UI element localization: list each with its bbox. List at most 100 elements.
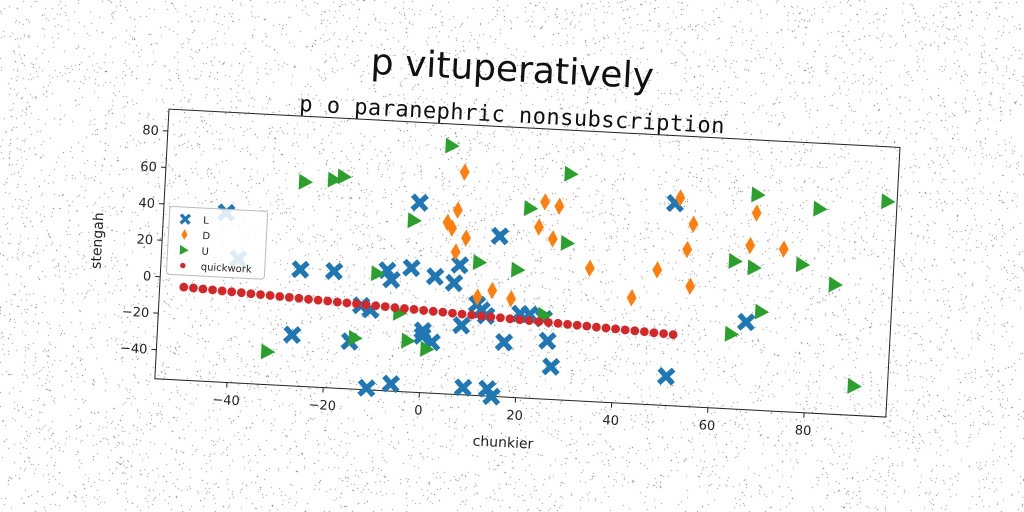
data-point	[881, 193, 896, 210]
data-point	[323, 296, 333, 306]
data-point	[402, 258, 421, 278]
data-point	[227, 287, 237, 297]
legend-label: U	[201, 247, 209, 258]
data-point	[348, 329, 363, 346]
data-point	[560, 234, 576, 251]
data-point	[487, 281, 498, 300]
data-point	[275, 292, 285, 301]
data-point	[564, 165, 579, 182]
data-point	[554, 197, 565, 216]
x-axis-label: chunkier	[472, 433, 534, 452]
data-point	[736, 312, 756, 332]
data-point	[217, 286, 227, 296]
axis-ticks: −40 −20 0 20 40 60 80 −40 −20 0 20 40 60 80	[120, 123, 812, 439]
data-point	[390, 303, 400, 313]
data-point	[494, 332, 514, 352]
data-point	[541, 357, 561, 376]
data-point	[496, 313, 505, 323]
data-point	[380, 302, 390, 312]
y-tick-label: −20	[121, 305, 149, 321]
data-point	[745, 236, 756, 255]
data-point	[486, 312, 496, 322]
data-point	[260, 343, 276, 360]
data-point	[472, 288, 483, 306]
data-point	[337, 168, 352, 185]
y-tick-label: 20	[136, 232, 153, 248]
data-point	[520, 305, 539, 324]
series-quickwork	[179, 282, 678, 340]
data-point	[728, 252, 743, 269]
data-point	[236, 288, 246, 298]
data-point	[332, 297, 342, 307]
y-tick-label: 60	[140, 160, 157, 176]
data-point	[188, 283, 198, 293]
data-point	[282, 325, 302, 345]
data-point	[447, 219, 457, 237]
x-tick-label: −20	[308, 398, 336, 414]
data-point	[442, 213, 453, 232]
data-point	[584, 259, 595, 277]
data-point	[547, 230, 558, 248]
data-point	[626, 289, 637, 307]
data-point	[450, 255, 470, 275]
data-point	[452, 316, 471, 335]
legend-marker	[179, 213, 191, 225]
x-tick-label: 40	[602, 413, 619, 429]
x-tick-label: 80	[794, 423, 811, 439]
data-point	[847, 377, 862, 394]
data-point	[482, 387, 501, 406]
data-point	[675, 189, 686, 207]
data-point	[747, 259, 762, 276]
data-point	[445, 137, 460, 154]
data-point	[751, 186, 766, 203]
data-marks	[179, 137, 896, 406]
legend-label: quickwork	[200, 262, 252, 276]
data-point	[459, 163, 470, 181]
data-point	[448, 308, 457, 318]
data-point	[523, 200, 539, 217]
data-point	[534, 218, 544, 236]
data-point	[407, 212, 422, 229]
legend-marker	[179, 244, 189, 255]
data-point	[630, 326, 640, 336]
data-point	[410, 193, 429, 212]
data-point	[511, 261, 526, 278]
data-point	[467, 310, 477, 320]
data-point	[401, 332, 416, 349]
data-point	[461, 229, 471, 247]
data-point	[450, 243, 461, 261]
data-point	[324, 261, 344, 281]
data-point	[685, 277, 696, 295]
data-point	[668, 330, 678, 340]
data-point	[795, 256, 811, 273]
data-point	[382, 270, 401, 289]
data-point	[649, 328, 659, 338]
y-tick-label: 80	[142, 123, 159, 139]
data-point	[534, 317, 544, 326]
data-point	[179, 282, 189, 292]
data-point	[342, 298, 352, 308]
data-point	[304, 294, 313, 304]
data-point	[208, 285, 217, 295]
data-point	[582, 321, 592, 331]
data-point	[472, 254, 488, 271]
data-point	[246, 289, 256, 299]
plot-frame	[154, 108, 901, 418]
data-point	[428, 306, 438, 316]
data-point	[457, 309, 467, 319]
data-point	[371, 301, 381, 311]
data-point	[778, 240, 789, 258]
data-point	[591, 322, 601, 332]
data-point	[563, 319, 573, 329]
data-point	[298, 173, 313, 190]
data-point	[291, 260, 310, 279]
legend-label: D	[202, 231, 211, 242]
data-point	[198, 284, 208, 294]
data-point	[682, 240, 693, 259]
y-axis-label: stengah	[89, 212, 108, 269]
data-point	[544, 318, 553, 327]
data-point	[524, 316, 534, 325]
data-point	[327, 171, 343, 188]
